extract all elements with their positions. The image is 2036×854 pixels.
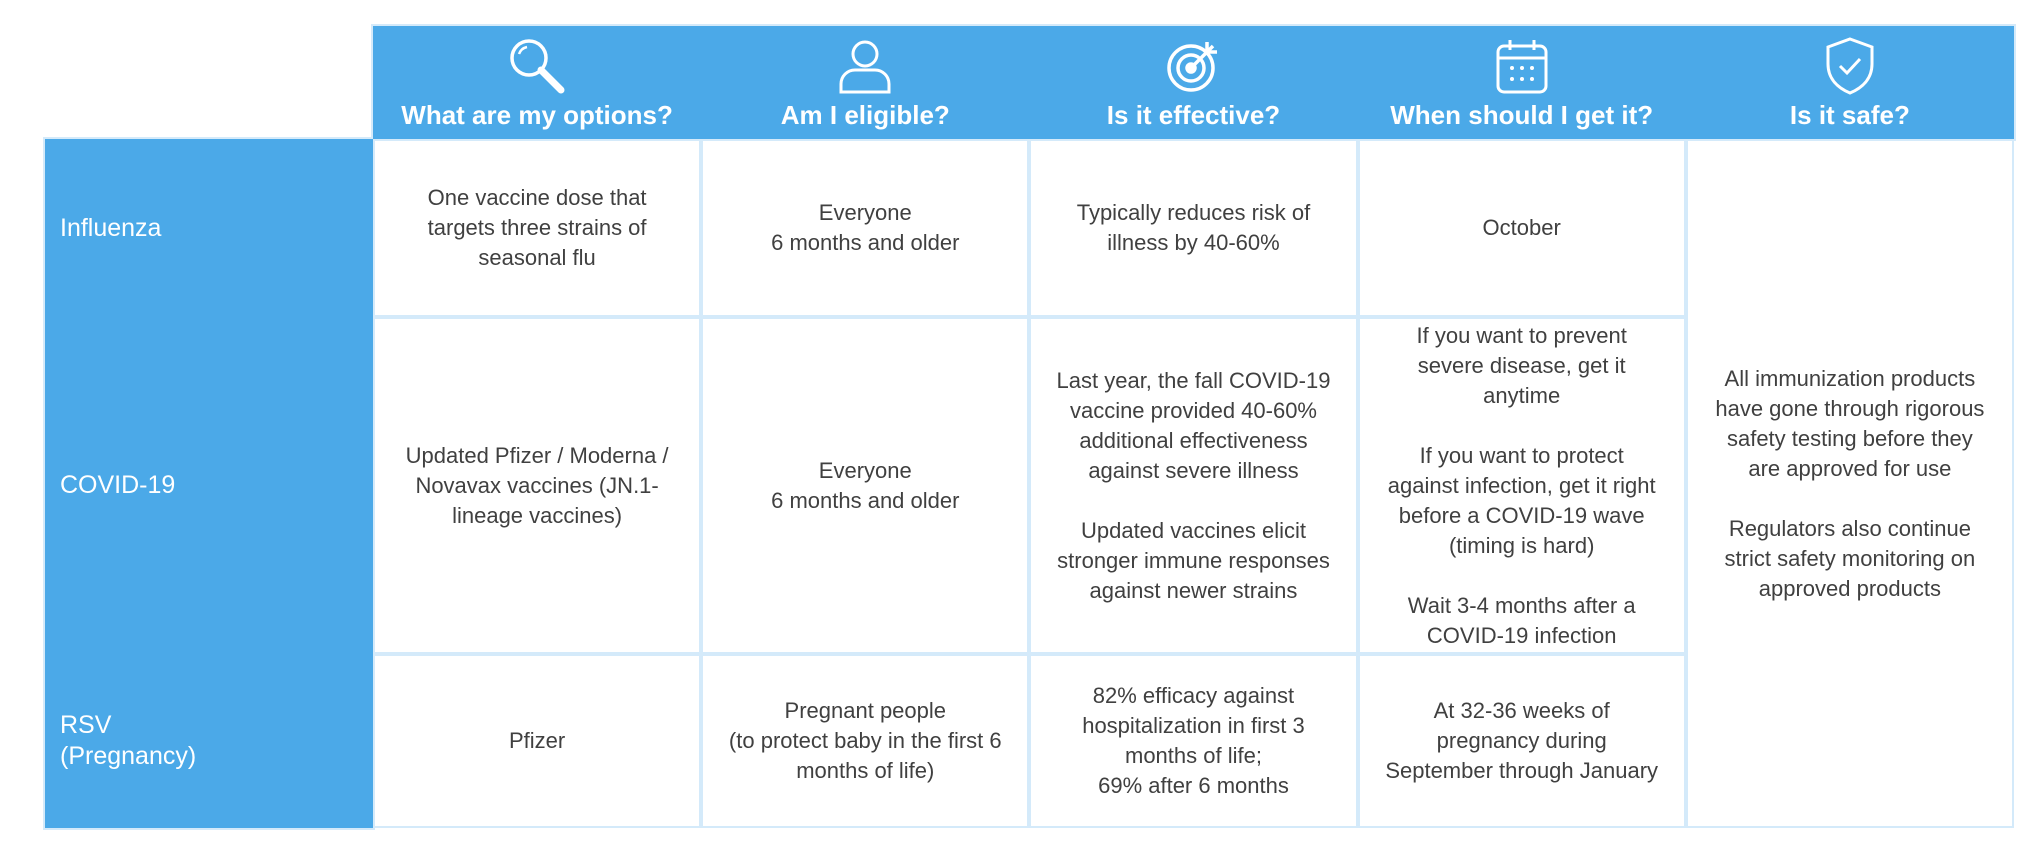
header-icon (1167, 42, 1218, 92)
header-icon (1826, 37, 1874, 95)
cell-text: October (1482, 215, 1561, 240)
table-cell: Typically reduces risk of illness by 40-… (1029, 139, 1358, 317)
cell-text: Updated vaccines elicit stronger immune … (1057, 517, 1330, 603)
table-cell: October (1357, 139, 1686, 317)
cell-text: All immunization products have gone thro… (1715, 365, 1985, 481)
header-icon (839, 40, 891, 94)
header-text: Am I eligible? (780, 100, 950, 130)
table-cell: Everyone 6 months and older (701, 139, 1030, 317)
column-header: When should I get it? (1357, 26, 1686, 139)
cell-text: Wait 3-4 months after a COVID-19 infecti… (1407, 592, 1636, 648)
row-label: COVID-19 (45, 317, 373, 654)
table-cell: Pfizer (373, 654, 702, 828)
cell-text: Regulators also continue strict safety m… (1724, 515, 1976, 601)
cell-text: Last year, the fall COVID-19 vaccine pro… (1056, 367, 1331, 483)
row-label: Influenza (45, 139, 373, 317)
cell-text: 69% after 6 months (1098, 773, 1289, 798)
column-header: Is it effective? (1029, 26, 1358, 139)
table-cell: At 32-36 weeks of pregnancy during Septe… (1357, 654, 1686, 828)
row-label: RSV (Pregnancy) (45, 654, 373, 828)
cell-text: If you want to protect against infection… (1387, 442, 1656, 558)
header-text: Is it effective? (1106, 100, 1281, 130)
cell-text: One vaccine dose that targets three stra… (427, 185, 647, 270)
cell-text: At 32-36 weeks of pregnancy during Septe… (1385, 698, 1659, 783)
table-cell: If you want to prevent severe disease, g… (1357, 317, 1686, 654)
header-text: Is it safe? (1789, 100, 1910, 130)
table-cell: 82% efficacy against hospitalization in … (1029, 654, 1358, 828)
column-header: What are my options? (373, 26, 702, 139)
cell-text: If you want to prevent severe disease, g… (1416, 322, 1627, 408)
table-cell: All immunization products have gone thro… (1685, 139, 2014, 828)
cell-text: 6 months and older (771, 230, 960, 255)
table-cell: One vaccine dose that targets three stra… (373, 139, 702, 317)
row-label-text: COVID-19 (60, 471, 176, 499)
header-icon (1496, 40, 1548, 94)
row-label-text: (Pregnancy) (60, 742, 197, 770)
cell-text: (to protect baby in the first 6 months o… (728, 728, 1002, 783)
header-icon (510, 39, 565, 94)
column-header: Is it safe? (1685, 26, 2014, 139)
header-text: What are my options? (401, 100, 673, 130)
cell-text: Everyone (818, 457, 912, 483)
cell-text: Pregnant people (784, 698, 947, 723)
cell-text: Everyone (818, 200, 912, 225)
table-cell: Everyone 6 months and older (701, 317, 1030, 654)
cell-text: 6 months and older (771, 487, 960, 513)
row-label-text: RSV (60, 711, 112, 739)
header-text: When should I get it? (1390, 100, 1654, 130)
table-cell: Last year, the fall COVID-19 vaccine pro… (1029, 317, 1358, 654)
table-cell: Pregnant people (to protect baby in the f… (701, 654, 1030, 828)
table-cell: Updated Pfizer / Moderna / Novavax vacci… (373, 317, 702, 654)
column-header: Am I eligible? (701, 26, 1030, 139)
cell-text: Pfizer (508, 728, 566, 753)
cell-text: Typically reduces risk of illness by 40-… (1076, 200, 1311, 255)
cell-text: 82% efficacy against hospitalization in … (1082, 683, 1305, 768)
row-label-text: Influenza (60, 213, 162, 242)
cell-text: Updated Pfizer / Moderna / Novavax vacci… (405, 442, 669, 528)
